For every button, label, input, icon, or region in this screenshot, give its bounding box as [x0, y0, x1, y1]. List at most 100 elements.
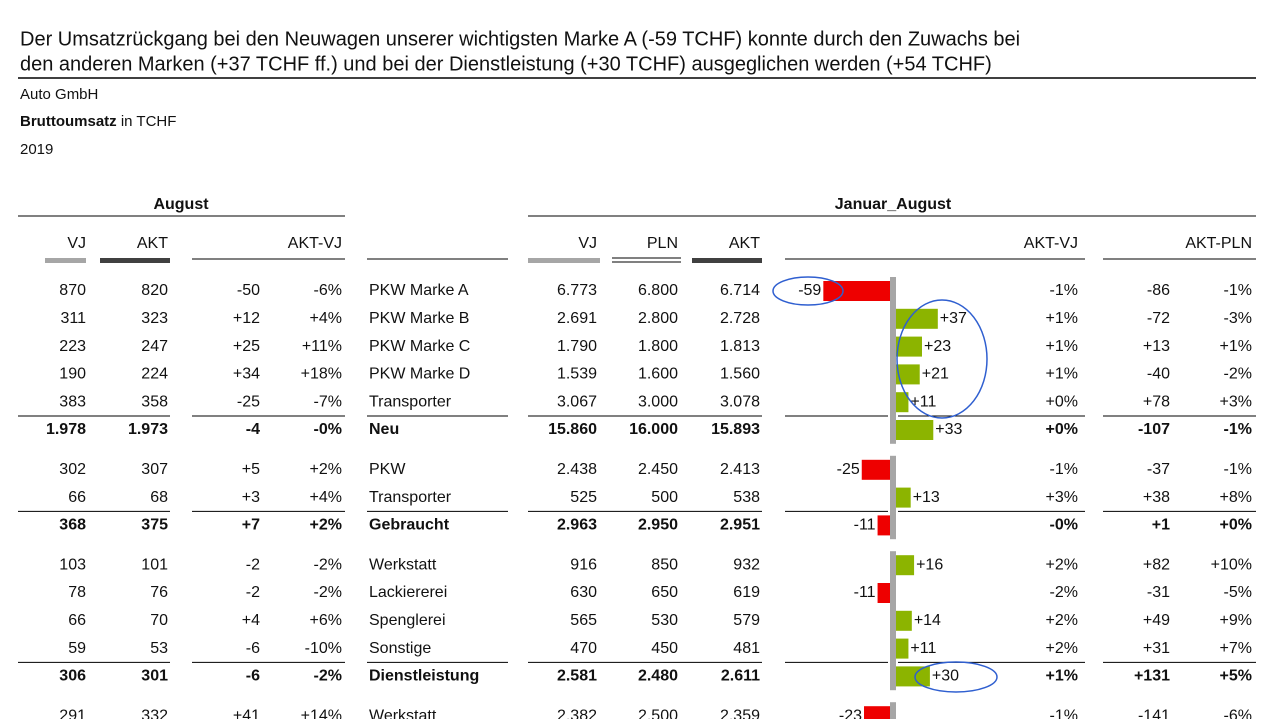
cell: +2% [1046, 556, 1078, 573]
cell: 1.560 [720, 366, 760, 383]
variance-label: +37 [940, 310, 967, 327]
cell: 500 [651, 489, 678, 506]
cell: 223 [59, 338, 86, 355]
cell: 101 [141, 556, 168, 573]
axis [890, 551, 896, 691]
cell: 450 [651, 640, 678, 657]
cell: 15.860 [548, 421, 597, 438]
row-label: PKW [369, 461, 406, 478]
cell: 630 [570, 584, 597, 601]
highlight [772, 276, 844, 306]
cell: -31 [1147, 584, 1170, 601]
cell: 59 [68, 640, 86, 657]
unit: in TCHF [117, 113, 177, 130]
cell: -6% [1224, 707, 1252, 719]
variance-label: -11 [854, 517, 876, 534]
annotations [772, 276, 998, 693]
highlight [896, 299, 988, 419]
cell: 3.067 [557, 393, 597, 410]
cell: 53 [150, 640, 168, 657]
cell: 78 [68, 584, 86, 601]
cell: +0% [1046, 393, 1078, 410]
cell: -2 [246, 556, 260, 573]
cell: 2.450 [638, 461, 678, 478]
cell: +3 [242, 489, 260, 506]
variance-label: -23 [839, 707, 862, 719]
cell: -72 [1147, 310, 1170, 327]
cell: +14% [301, 707, 342, 719]
variance-bar [896, 487, 911, 508]
column-header: AKT-VJ [288, 235, 342, 252]
cell: 2.382 [557, 707, 597, 719]
group-header: August [153, 196, 209, 213]
variance-label: +16 [916, 556, 943, 573]
row-label: Gebraucht [369, 517, 450, 534]
cell: 850 [651, 556, 678, 573]
variance-bar [877, 583, 890, 603]
cell: 2.500 [638, 707, 678, 719]
cell: 1.800 [638, 338, 678, 355]
cell: 579 [733, 612, 760, 629]
cell: +4 [242, 612, 260, 629]
column-header: AKT-VJ [1024, 235, 1078, 252]
cell: 68 [150, 489, 168, 506]
cell: 323 [141, 310, 168, 327]
cell: +8% [1220, 489, 1252, 506]
cell: 1.973 [128, 421, 168, 438]
variance-bar [864, 706, 890, 719]
row-label: Werkstatt [369, 556, 437, 573]
cell: +3% [1220, 393, 1252, 410]
variance-bar [877, 515, 890, 536]
cell: +9% [1220, 612, 1252, 629]
cell: 375 [141, 517, 168, 534]
variance-bar [896, 666, 930, 687]
cell: 2.728 [720, 310, 760, 327]
cell: 291 [59, 707, 86, 719]
cell: +41 [233, 707, 260, 719]
akt-marker [692, 258, 762, 263]
column-header: AKT [137, 235, 168, 252]
vj-marker [528, 258, 600, 263]
cell: -4 [246, 421, 260, 438]
cell: -1% [1224, 282, 1252, 299]
cell: 2.691 [557, 310, 597, 327]
cell: 306 [59, 668, 86, 685]
column-header: AKT [729, 235, 760, 252]
variance-bar [896, 420, 934, 440]
axis [890, 702, 896, 719]
cell: 368 [59, 517, 86, 534]
variance-label: +33 [935, 421, 962, 438]
cell: 383 [59, 393, 86, 410]
cell: +1% [1046, 366, 1078, 383]
cell: 302 [59, 461, 86, 478]
row-label: PKW Marke B [369, 310, 469, 327]
cell: 2.359 [720, 707, 760, 719]
row-label: Spenglerei [369, 612, 446, 629]
variance-bar [896, 610, 912, 631]
cell: -0% [1050, 517, 1078, 534]
cell: -6 [246, 640, 260, 657]
measure-name: Bruttoumsatz [20, 113, 117, 130]
cell: 2.951 [720, 517, 760, 534]
cell: +18% [301, 366, 342, 383]
column-header: VJ [67, 235, 86, 252]
variance-label: +11 [910, 393, 936, 410]
cell: 332 [141, 707, 168, 719]
akt-marker [100, 258, 170, 263]
cell: -86 [1147, 282, 1170, 299]
cell: 2.800 [638, 310, 678, 327]
row-label: Lackiererei [369, 584, 447, 601]
cell: 2.611 [721, 668, 760, 685]
cell: 76 [150, 584, 168, 601]
variance-label: +30 [932, 668, 959, 685]
row-label: Transporter [369, 489, 452, 506]
row-label: Neu [369, 421, 399, 438]
cell: 15.893 [711, 421, 760, 438]
cell: +3% [1046, 489, 1078, 506]
row-label: PKW Marke C [369, 338, 470, 355]
cell: -40 [1147, 366, 1170, 383]
cell: +1% [1046, 668, 1078, 685]
cell: 538 [733, 489, 760, 506]
